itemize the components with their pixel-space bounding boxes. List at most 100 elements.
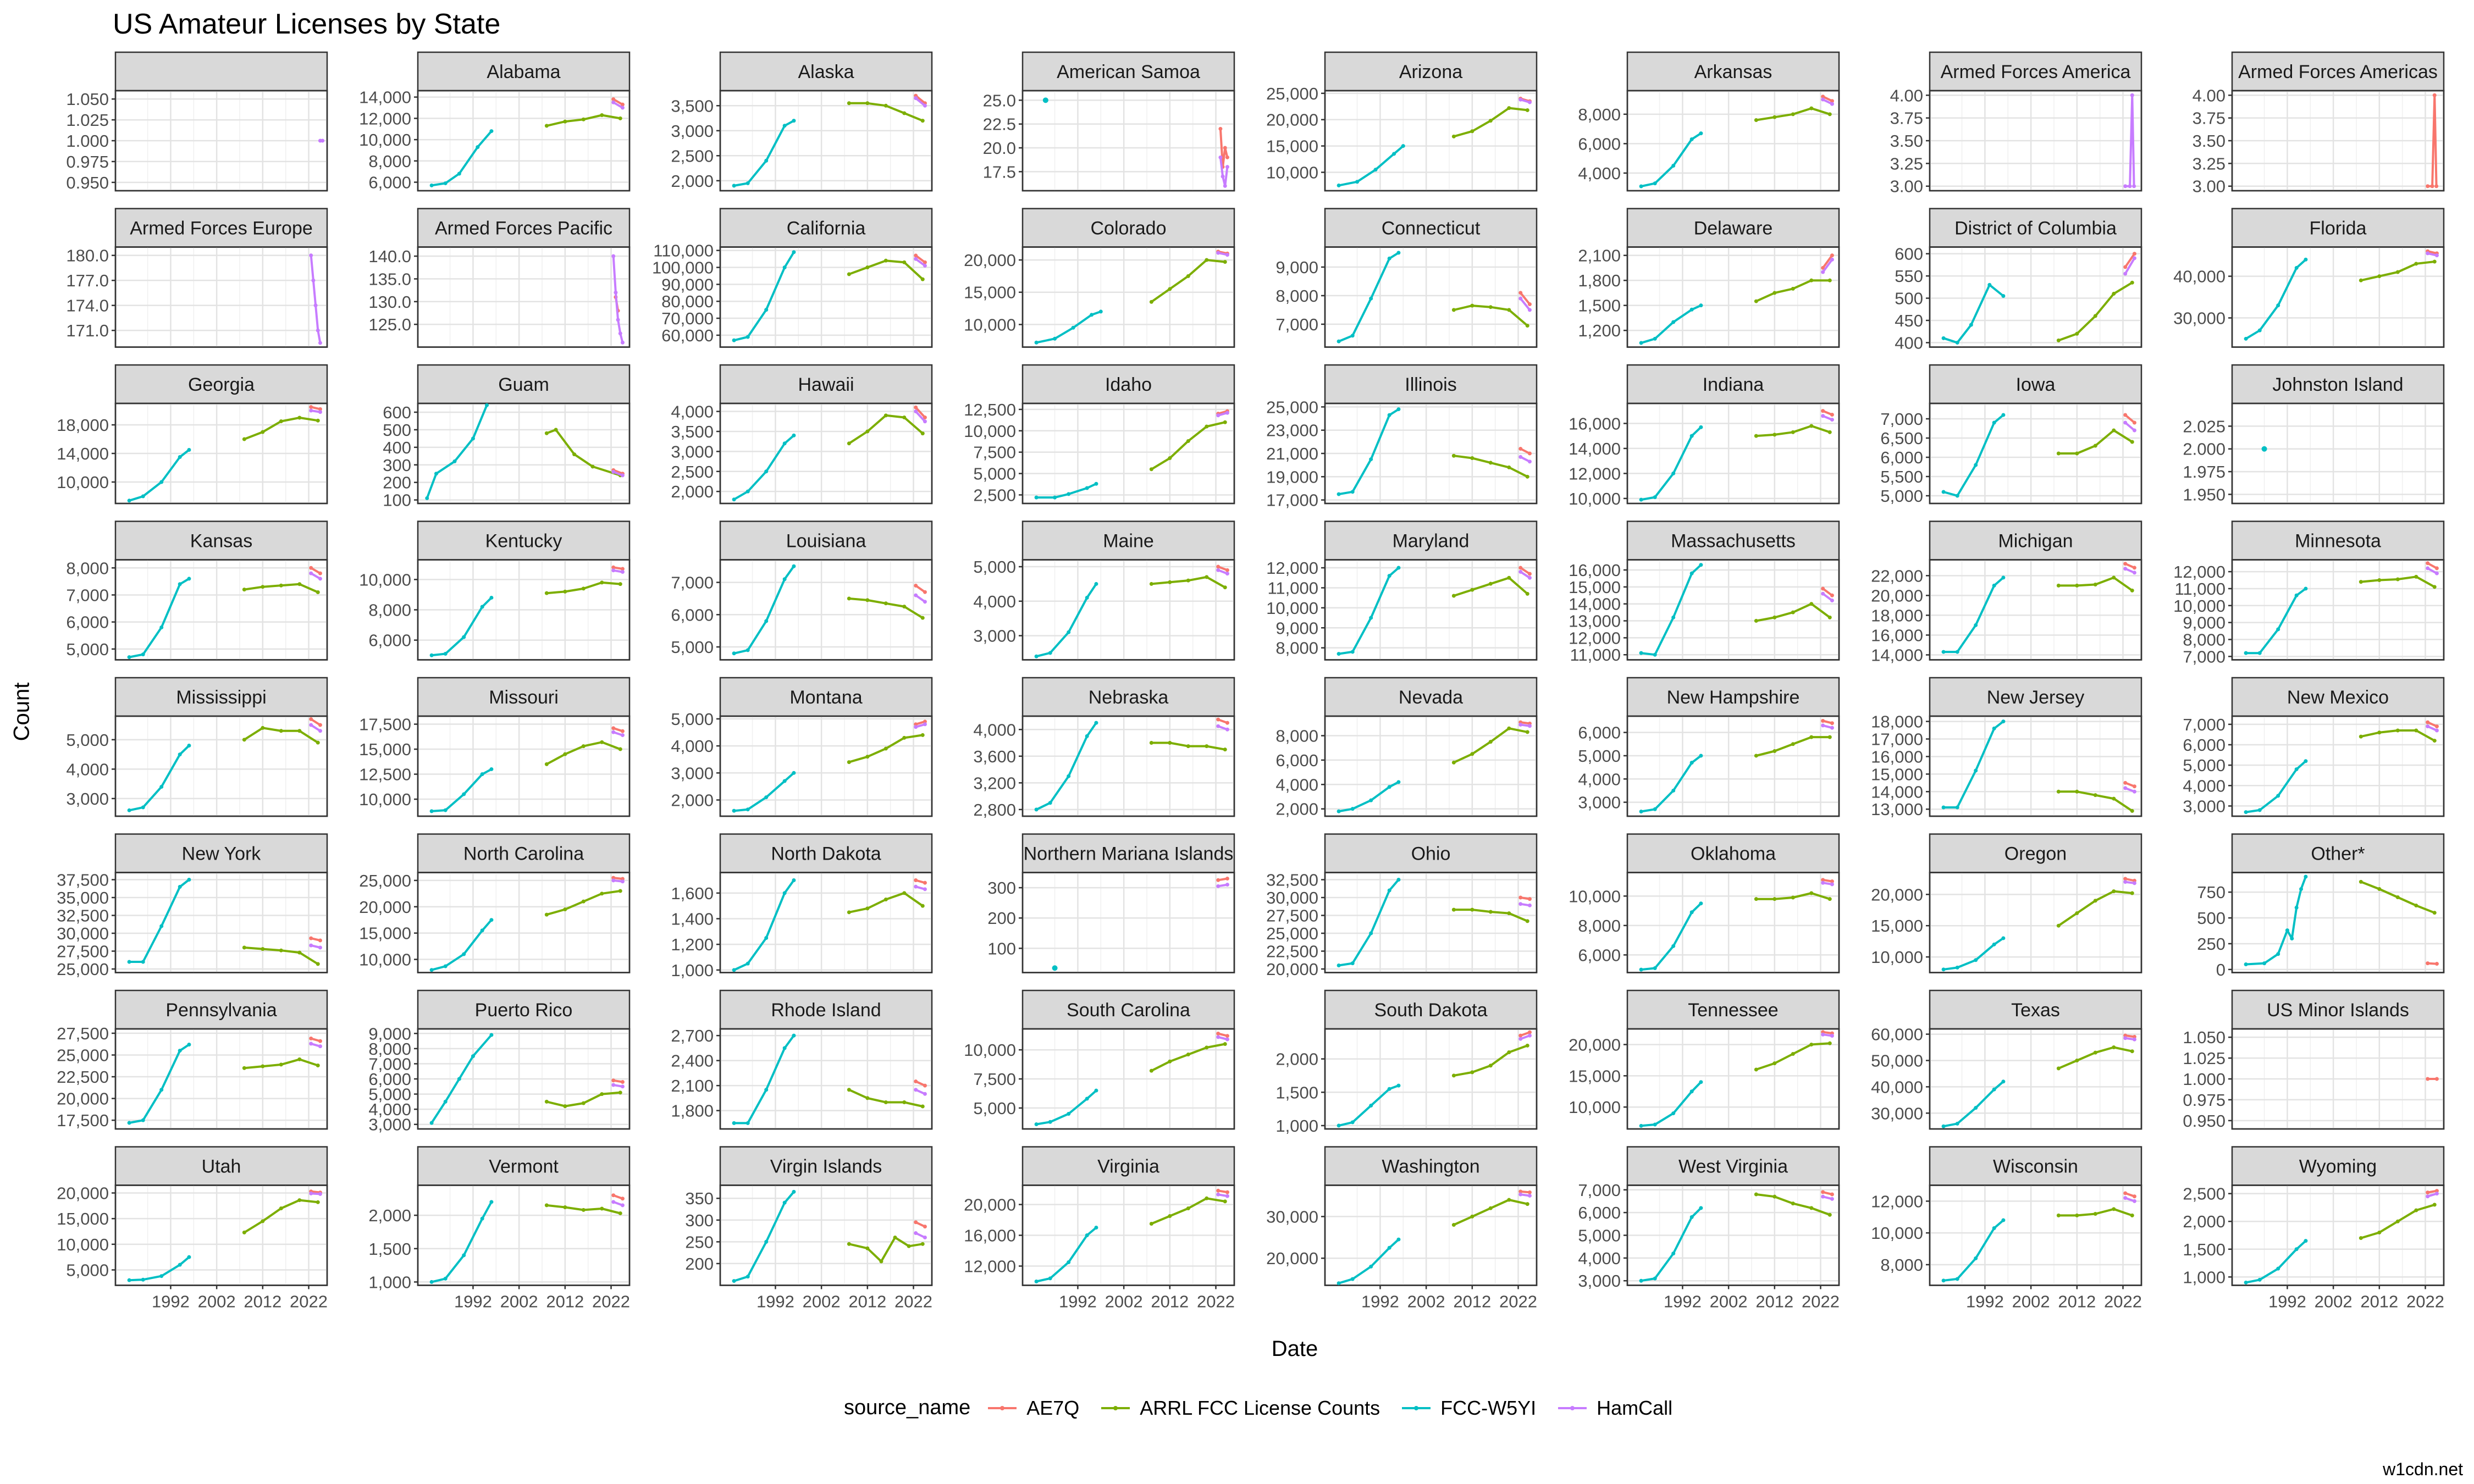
y-tick-label: 6,000 bbox=[368, 631, 411, 650]
x-tick-label: 2012 bbox=[546, 1292, 584, 1311]
data-point bbox=[187, 744, 191, 748]
data-point bbox=[1639, 651, 1643, 655]
panel-border bbox=[1626, 872, 1840, 973]
y-tick-label: 70,000 bbox=[661, 309, 714, 328]
data-point bbox=[1791, 430, 1795, 434]
data-point bbox=[1527, 1033, 1532, 1038]
data-point bbox=[2123, 1036, 2128, 1040]
data-point bbox=[316, 328, 320, 333]
data-point bbox=[1488, 910, 1493, 914]
y-tick-label: 2.000 bbox=[2183, 440, 2226, 459]
y-tick-label: 7,000 bbox=[1275, 315, 1318, 334]
data-point bbox=[1205, 744, 1209, 749]
data-point bbox=[2112, 575, 2116, 580]
y-tick-label: 6,000 bbox=[2183, 735, 2226, 755]
data-point bbox=[620, 340, 625, 345]
data-point bbox=[2130, 440, 2134, 444]
data-point bbox=[1205, 575, 1209, 579]
facet-strip bbox=[1929, 677, 2142, 717]
data-point bbox=[611, 97, 616, 101]
panel-border bbox=[2231, 559, 2445, 661]
facet-panel: Nevada 2,000 4,000 6,000 8,000 bbox=[1275, 677, 1538, 819]
y-tick-label: 1,000 bbox=[1275, 1116, 1318, 1136]
data-point bbox=[1470, 456, 1475, 460]
data-point bbox=[2414, 728, 2418, 733]
facet-strip-label: Colorado bbox=[1091, 218, 1167, 239]
data-point bbox=[1974, 463, 1978, 467]
data-point bbox=[2123, 880, 2128, 884]
y-tick-label: 2,000 bbox=[671, 171, 714, 191]
y-tick-label: 5,000 bbox=[1880, 486, 1923, 506]
facet-strip-label: New Mexico bbox=[2287, 687, 2389, 708]
data-point bbox=[563, 1104, 567, 1109]
y-tick-label: 14,000 bbox=[1569, 439, 1621, 458]
data-point bbox=[1772, 115, 1777, 119]
facet-strip-label: Illinois bbox=[1405, 374, 1456, 395]
data-point bbox=[2093, 444, 2097, 448]
data-point bbox=[1507, 465, 1511, 469]
plot-area bbox=[1324, 1184, 1538, 1286]
data-point bbox=[242, 588, 246, 592]
data-point bbox=[1754, 434, 1758, 438]
data-point bbox=[1830, 412, 1834, 417]
facet-panel: Armed Forces Europe 171.0 174.0 177.0 180.0 bbox=[66, 208, 328, 348]
panel-border bbox=[417, 246, 631, 348]
data-point bbox=[611, 1193, 616, 1198]
data-point bbox=[1470, 907, 1475, 912]
data-point bbox=[1396, 251, 1401, 255]
y-tick-label: 25,000 bbox=[359, 871, 411, 890]
facet-strip bbox=[2231, 520, 2445, 561]
data-point bbox=[1639, 1278, 1643, 1283]
x-tick-label: 2012 bbox=[848, 1292, 886, 1311]
y-tick-label: 90,000 bbox=[661, 275, 714, 294]
data-point bbox=[1830, 593, 1834, 597]
facet-panel: Georgia 10,000 14,000 18,000 bbox=[57, 364, 328, 505]
facet-strip-label: West Virginia bbox=[1678, 1156, 1788, 1177]
facet-strip-label: Minnesota bbox=[2295, 531, 2381, 552]
panel-border bbox=[114, 402, 328, 505]
data-point bbox=[1527, 451, 1532, 456]
data-point bbox=[1488, 305, 1493, 309]
data-point bbox=[1830, 99, 1834, 103]
facet-strip bbox=[719, 1146, 933, 1186]
data-point bbox=[2132, 881, 2136, 885]
y-tick-label: 10,000 bbox=[1569, 887, 1621, 906]
facet-strip-label: Guam bbox=[498, 374, 549, 395]
data-point bbox=[1974, 623, 1978, 627]
y-tick-label: 25.0 bbox=[983, 91, 1016, 110]
data-point bbox=[1451, 907, 1456, 912]
data-point bbox=[745, 489, 750, 494]
data-point bbox=[1671, 164, 1676, 168]
data-point bbox=[2430, 184, 2434, 189]
series-line-ae bbox=[2124, 414, 2135, 424]
data-point bbox=[443, 808, 448, 812]
data-point bbox=[616, 318, 620, 322]
data-point bbox=[316, 1063, 320, 1067]
facet-strip bbox=[1324, 520, 1538, 561]
y-tick-label: 10,000 bbox=[964, 422, 1016, 441]
plot-area bbox=[1626, 246, 1840, 348]
data-point bbox=[1205, 424, 1209, 429]
data-point bbox=[2426, 961, 2430, 966]
y-tick-label: 250 bbox=[2197, 934, 2226, 954]
panel-border bbox=[1929, 402, 2142, 505]
data-point bbox=[2304, 759, 2308, 763]
data-point bbox=[2244, 336, 2248, 341]
facet-panel: Wyoming 1,000 1,500 2,000 2,500 1992 2002 2012 2… bbox=[2183, 1146, 2445, 1311]
data-point bbox=[1387, 413, 1391, 417]
data-point bbox=[1689, 137, 1694, 141]
y-tick-label: 15,000 bbox=[1266, 137, 1318, 156]
y-tick-label: 4,000 bbox=[1578, 164, 1621, 183]
data-point bbox=[1955, 805, 1959, 810]
data-point bbox=[618, 331, 622, 336]
panel-border bbox=[719, 559, 933, 661]
data-point bbox=[1639, 967, 1643, 972]
data-point bbox=[2123, 562, 2128, 566]
facet-strip-label: Mississippi bbox=[176, 687, 266, 708]
y-tick-label: 3.00 bbox=[2193, 177, 2226, 196]
data-point bbox=[923, 419, 927, 424]
data-point bbox=[2130, 588, 2134, 593]
panel-border bbox=[2231, 90, 2445, 192]
data-point bbox=[611, 565, 616, 569]
data-point bbox=[429, 183, 434, 187]
